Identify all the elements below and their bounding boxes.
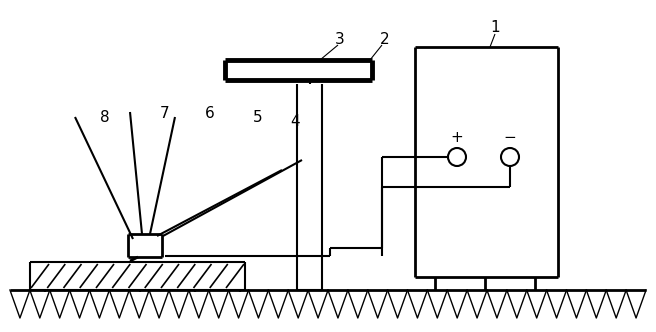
Text: 3: 3 [335, 33, 345, 47]
Text: 7: 7 [160, 107, 170, 122]
Text: 1: 1 [490, 20, 500, 35]
Text: 8: 8 [100, 110, 110, 124]
Text: 5: 5 [253, 110, 263, 124]
Text: 6: 6 [205, 107, 215, 122]
Text: −: − [504, 129, 516, 144]
Text: 2: 2 [380, 33, 390, 47]
Text: 4: 4 [290, 115, 300, 129]
Text: +: + [451, 129, 463, 144]
